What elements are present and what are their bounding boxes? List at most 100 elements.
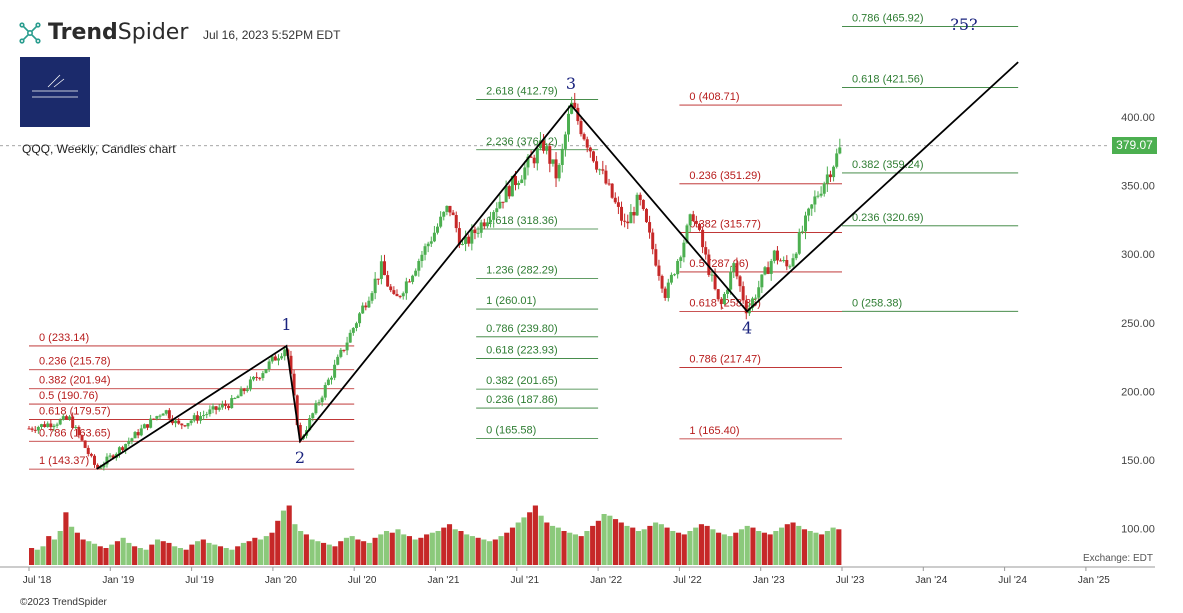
candle-body (582, 134, 586, 140)
elliott-wave-lines[interactable]: 1 2 3 4 ?5? (96, 15, 1019, 470)
volume-bar (784, 524, 790, 565)
fib-level-label: 0.236 (351.29) (689, 170, 761, 182)
volume-bar (212, 544, 218, 565)
volume-bar (618, 522, 624, 565)
x-axis-tick-label: Jul '24 (998, 575, 1027, 586)
candle-body (741, 286, 745, 301)
volume-bar (240, 542, 246, 565)
candle-body (230, 398, 234, 409)
volume-bar (801, 529, 808, 565)
candle-body (139, 428, 143, 436)
candle-body (610, 183, 614, 198)
candle-body (202, 415, 206, 417)
x-axis-tick-label: Jan '20 (265, 575, 297, 586)
volume-bar (595, 520, 601, 565)
volume-bar (401, 534, 407, 565)
candle-body (607, 183, 611, 185)
candle-body (557, 164, 561, 179)
volume-bar (693, 527, 699, 565)
candle-body (545, 146, 549, 151)
volume-bar (154, 539, 161, 565)
candle-body (364, 305, 368, 308)
current-price-badge: 379.07 (1112, 137, 1157, 155)
volume-bar (303, 534, 309, 565)
fib-level-label: 0.786 (163.65) (39, 427, 111, 439)
candle-body (507, 186, 511, 197)
candle-body (276, 358, 280, 361)
candle-body (560, 148, 564, 165)
volume-bar (86, 541, 92, 565)
candle-body (255, 376, 259, 378)
volume-bar (664, 527, 670, 565)
candle-body (585, 139, 589, 148)
candle-body (616, 202, 620, 207)
candle-body (211, 406, 215, 410)
volume-bars (29, 505, 842, 565)
volume-bar (132, 546, 138, 565)
fib-level-label: 0.5 (287.06) (689, 258, 748, 270)
candle-body (644, 209, 648, 223)
candle-body (626, 221, 630, 224)
candle-body (195, 415, 199, 421)
fib-level-label: 1 (260.01) (486, 295, 536, 307)
candle-body (411, 275, 415, 282)
volume-bar (412, 539, 418, 565)
volume-bar (269, 532, 275, 565)
candle-body (258, 377, 262, 379)
fib-level-label: 0 (233.14) (39, 332, 89, 344)
volume-bar (727, 536, 733, 565)
candle-body (707, 254, 711, 275)
fib-level-label: 0.236 (320.69) (852, 212, 924, 224)
fib-level-label: 0.382 (359.24) (852, 159, 924, 171)
candle-body (785, 259, 789, 267)
volume-bar (91, 543, 98, 565)
candle-body (632, 212, 636, 216)
candle-body (641, 199, 645, 210)
fibonacci-levels[interactable]: 0 (233.14) 0.236 (215.78) 0.382 (201.94) 0.… (29, 13, 1019, 470)
candle-body (146, 424, 150, 428)
candle-body (74, 427, 78, 429)
volume-bar (366, 542, 372, 565)
trendspider-icon (19, 21, 41, 44)
candle-body (27, 428, 31, 430)
y-axis-tick-label: 100.00 (1121, 524, 1155, 536)
wave-label: 2 (295, 448, 305, 467)
candlesticks[interactable] (27, 92, 842, 471)
candle-body (520, 179, 524, 183)
candle-body (657, 265, 661, 276)
volume-bar (137, 548, 143, 565)
x-axis-tick-label: Jan '19 (102, 575, 134, 586)
volume-bar (824, 531, 830, 565)
fib-level-label: 0.382 (201.94) (39, 375, 111, 387)
volume-bar (63, 512, 69, 565)
volume-bar (475, 537, 481, 565)
candle-body (52, 425, 56, 428)
candle-body (220, 404, 224, 408)
candle-body (788, 266, 792, 268)
volume-bar (189, 544, 195, 565)
fib-level-label: 1.618 (318.36) (486, 215, 558, 227)
candle-body (252, 376, 256, 380)
volume-bar (326, 544, 332, 565)
volume-bar (721, 534, 727, 565)
candle-body (164, 410, 168, 414)
candle-body (345, 342, 349, 351)
candle-body (673, 274, 677, 276)
volume-bar (675, 532, 682, 565)
candle-body (248, 379, 252, 390)
candle-body (77, 427, 81, 436)
candle-body (383, 261, 387, 276)
candle-body (149, 418, 153, 428)
brand-name-light: Spider (117, 20, 189, 45)
volume-bar (395, 529, 401, 565)
candle-body (750, 298, 754, 308)
candle-body (404, 281, 408, 294)
fib-level-label: 0.236 (215.78) (39, 356, 111, 368)
candle-body (298, 425, 302, 439)
candle-body (598, 169, 602, 171)
candle-body (326, 379, 330, 385)
candle-body (691, 214, 695, 221)
candle-body (704, 247, 708, 255)
x-axis-tick-label: Jul '20 (348, 575, 377, 586)
